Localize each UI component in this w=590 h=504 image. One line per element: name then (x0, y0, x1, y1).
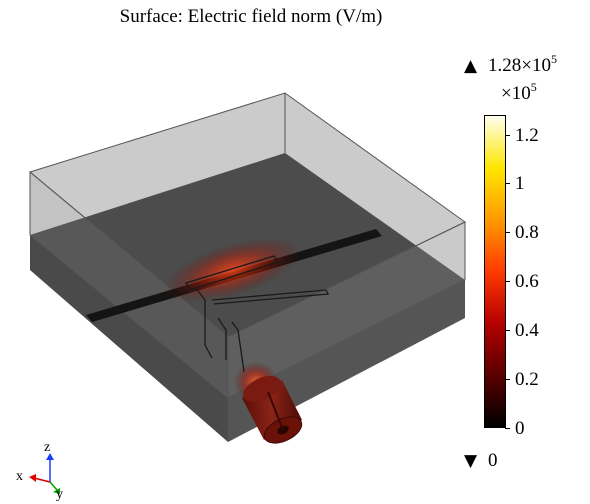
triangle-down-icon: ▼ (464, 451, 478, 471)
field-hotspot (162, 237, 302, 303)
colorbar-tick-label: 0 (515, 418, 525, 439)
colorbar (484, 115, 506, 428)
colorbar-tick-label: 1.2 (515, 125, 539, 146)
scale-factor-label: ×105 (501, 80, 537, 104)
colorbar-tick-mark (505, 281, 510, 282)
air-box (28, 92, 466, 400)
axis-triad (29, 453, 60, 494)
triangle-up-icon: ▲ (464, 56, 478, 76)
antenna-traces (185, 255, 330, 373)
colorbar-tick-mark (505, 330, 510, 331)
coax-connector (242, 375, 303, 444)
min-value-label: ▼ 0 (464, 450, 498, 471)
colorbar-tick-label: 1 (515, 173, 525, 194)
axis-y-label: y (56, 487, 63, 502)
colorbar-tick-mark (505, 379, 510, 380)
colorbar-tick-mark (505, 135, 510, 136)
plot-title: Surface: Electric field norm (V/m) (119, 6, 383, 27)
colorbar-tick-label: 0.6 (515, 271, 539, 292)
colorbar-tick-mark (505, 428, 510, 429)
colorbar-tick-mark (505, 232, 510, 233)
max-value-label: ▲ 1.28×105 (464, 52, 557, 76)
colorbar-tick-label: 0.4 (515, 320, 539, 341)
colorbar-tick-mark (505, 183, 510, 184)
axis-z-label: z (44, 440, 51, 455)
colorbar-tick-label: 0.8 (515, 222, 539, 243)
axis-x-label: x (16, 469, 23, 484)
colorbar-tick-label: 0.2 (515, 369, 539, 390)
